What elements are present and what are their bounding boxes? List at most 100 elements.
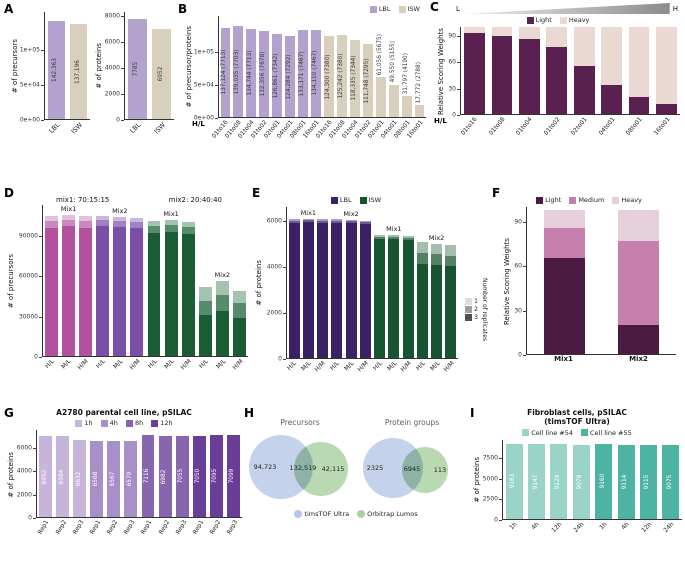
bar-slot [516, 27, 543, 114]
bar: 6568 [90, 441, 104, 518]
bar: 142,363 [47, 20, 65, 119]
y-tick-label: 4000 [16, 467, 32, 475]
bar: 139,035 (7703) [233, 26, 244, 117]
bar-slot: 9075 [660, 440, 682, 519]
bar-segment [331, 219, 343, 221]
bar-segment [302, 220, 314, 223]
bar-value-label: 111,748 (7295) [363, 58, 370, 104]
x-axis: LBL ISW [44, 120, 90, 135]
bar-segment [45, 215, 59, 222]
bar [416, 242, 428, 358]
replicates-legend: 1 2 3 Number of replicates [465, 278, 488, 341]
legend-label: ISW [368, 196, 382, 204]
legend-label: 12h [160, 419, 173, 428]
x-tick-label: 1h [597, 520, 609, 532]
chart-legend: LBL ISW [184, 5, 426, 13]
panel-letter-b: B [178, 2, 188, 16]
plot-column: Mix1 Mix2 [526, 207, 676, 367]
bar-segment [416, 242, 428, 253]
bar-segment [375, 77, 386, 117]
y-tick-label: 30 [514, 307, 522, 315]
y-tick-mark [215, 118, 218, 119]
bar [198, 287, 212, 356]
bar-segment [79, 227, 93, 356]
x-tick-label: Rep2 [54, 519, 68, 537]
bar-segment [388, 234, 400, 237]
bar-segment [572, 444, 590, 519]
bar-segment [164, 220, 178, 225]
bar: 6567 [107, 441, 121, 518]
x-tick-label: H/L [95, 358, 108, 370]
legend-swatch [151, 419, 159, 427]
y-tick-label: 60000 [18, 272, 38, 280]
x-tick-label: 4h [530, 520, 541, 532]
chart-legend: Light Heavy [436, 16, 680, 24]
replicates-swatches: 1 2 3 [465, 298, 478, 321]
mix2-annotation: mix2: 20:40:40 [168, 196, 222, 204]
bar-segment [402, 237, 414, 240]
x-axis-title: H/L [434, 117, 447, 125]
bar-segment [639, 444, 657, 519]
bar: 7095 [209, 435, 223, 518]
bar-slot [444, 207, 458, 358]
bar-segment [336, 35, 347, 117]
y-tick-mark [39, 316, 42, 318]
venn-left-count: 94,723 [253, 463, 277, 471]
bar-segment [73, 440, 87, 518]
bar: 17,772 (2788) [414, 62, 425, 117]
x-tick-label: Rep3 [122, 519, 137, 537]
panel-c: C L H Light Heavy Relative Scoring Weights… [430, 0, 682, 180]
bar-slot: 137,124 (7713) [219, 16, 232, 117]
y-axis: 0 2500 5000 7500 [482, 440, 502, 523]
chart-body: # of proteins 0 2000 4000 6000 8000 7785 6952 LB… [94, 12, 174, 135]
bar-slot: 7050 [191, 430, 208, 518]
bar-segment [96, 215, 110, 220]
bar-slot: 17,772 (2788) [413, 16, 426, 117]
y-tick-label: 0e+00 [193, 114, 214, 122]
bar-segment [331, 220, 343, 224]
bar-slot: 7099 [225, 430, 242, 518]
bar: 31,797 (4190) [401, 53, 412, 117]
bar-segment [198, 287, 212, 301]
bar-segment [359, 220, 371, 222]
chart-legend: Light Medium Heavy [502, 196, 676, 204]
chart-a2780-psilac: A2780 parental cell line, pSILAC 1h 4h 8h 12… [6, 408, 242, 536]
bar-segment [359, 221, 371, 225]
bar-segment [62, 226, 76, 356]
bar: 133,171 (7467) [298, 30, 308, 117]
bar [181, 222, 195, 356]
bar-segment [595, 444, 613, 519]
bar: 7116 [141, 434, 155, 518]
bar-segment [519, 39, 540, 114]
bar-value-label: 7099 [229, 468, 236, 484]
bar-slot [316, 207, 330, 358]
bar-segment [233, 26, 244, 117]
bar-segment [401, 96, 412, 117]
bar-segment [175, 435, 189, 518]
bar-slot [60, 205, 77, 356]
plot-column: 9163 9147 9129 9078 9160 9114 9115 9075 1h 4h 12h 2… [502, 439, 682, 534]
legend-label: LBL [339, 196, 352, 204]
legend-label: Medium [578, 196, 605, 204]
venn-overlap-count: 6945 [403, 465, 421, 473]
bar-segment [317, 219, 329, 221]
bar-segment [192, 435, 206, 518]
replicate-3-label: 3 [474, 314, 478, 321]
bar-slot: 9114 [615, 440, 637, 519]
bar-segment [388, 238, 400, 358]
bar-slot: 6982 [157, 430, 174, 518]
replicate-legend-item: 2 [465, 306, 478, 313]
legend-swatch [100, 419, 108, 427]
bar-value-label: 132,356 (7678) [260, 51, 267, 97]
bar-slot [415, 207, 429, 358]
x-tick-label: H/L [329, 360, 342, 372]
plot-column: 7785 6952 LBL ISW [124, 12, 174, 135]
bar-slot [625, 27, 652, 114]
bar: 9160 [595, 444, 613, 519]
panel-letter-i: I [470, 406, 475, 420]
bar-segment [464, 27, 486, 34]
venn-diagram: Precursors 94,723 132,519 42,115 [247, 418, 353, 505]
chart-legend: LBL ISW [254, 196, 458, 204]
bar-slot [571, 27, 598, 114]
x-tick-label: M/L [300, 360, 313, 373]
